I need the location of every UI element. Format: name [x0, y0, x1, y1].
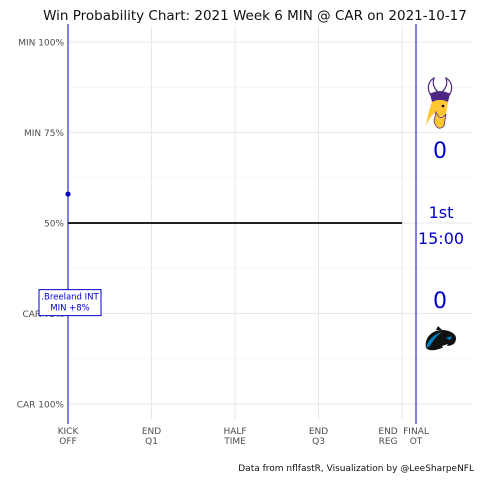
x-tick-label: END — [142, 427, 161, 437]
annotation-box — [38, 289, 102, 317]
vertical-markers — [67, 24, 417, 424]
x-tick-label: HALF — [223, 427, 246, 437]
annotation-text: .Breeland INT — [41, 293, 99, 303]
chart-caption: Data from nflfastR, Visualization by @Le… — [238, 464, 474, 474]
home-team-score: 0 — [433, 289, 447, 314]
x-tick-label: KICK — [58, 427, 80, 437]
y-tick-label: 50% — [44, 220, 64, 230]
carolina-panthers-logo — [425, 326, 456, 351]
x-tick-label: OFF — [59, 437, 76, 447]
game-quarter: 1st — [429, 203, 454, 222]
x-tick-label: OT — [410, 437, 423, 447]
series-layer — [65, 191, 403, 224]
x-tick-label: REG — [379, 437, 398, 447]
y-tick-label: CAR 100% — [17, 401, 65, 411]
chart-title: Win Probability Chart: 2021 Week 6 MIN @… — [43, 8, 467, 24]
y-axis: MIN 100%MIN 75%50%CAR 75%CAR 100% — [17, 39, 65, 411]
x-tick-label: END — [309, 427, 328, 437]
y-tick-label: MIN 75% — [24, 129, 64, 139]
x-tick-label: TIME — [223, 437, 246, 447]
x-tick-label: Q1 — [145, 437, 158, 447]
y-tick-label: MIN 100% — [18, 39, 64, 49]
annotation-text: MIN +8% — [50, 304, 90, 314]
current-play-point — [65, 191, 71, 197]
away-team-score: 0 — [433, 139, 447, 164]
minnesota-vikings-logo — [426, 76, 453, 129]
game-clock: 15:00 — [418, 229, 464, 248]
x-tick-label: END — [378, 427, 397, 437]
x-tick-label: Q3 — [312, 437, 325, 447]
x-tick-label: FINAL — [403, 427, 429, 437]
